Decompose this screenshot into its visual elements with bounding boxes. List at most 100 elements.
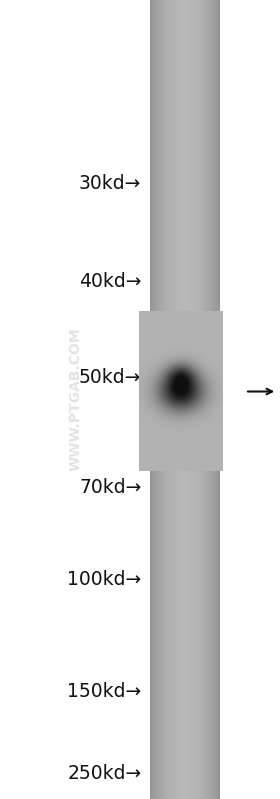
Bar [218,0,219,799]
Bar [166,0,167,799]
Bar [202,0,203,799]
Bar [193,0,194,799]
Bar [175,0,176,799]
Bar [188,0,189,799]
Bar [156,0,157,799]
Bar [207,0,208,799]
Bar [209,0,210,799]
Bar [192,0,193,799]
Bar [168,0,169,799]
Bar [201,0,202,799]
Bar [160,0,161,799]
Bar [203,0,204,799]
Bar [200,0,201,799]
Bar [194,0,195,799]
Bar [151,0,152,799]
Bar [178,0,179,799]
Bar [185,0,186,799]
Bar [190,0,191,799]
Bar [174,0,175,799]
Bar [182,0,183,799]
Bar [154,0,155,799]
Bar [212,0,213,799]
Bar [179,0,180,799]
Bar [162,0,163,799]
Bar [180,0,181,799]
Bar [183,0,184,799]
Bar [181,0,182,799]
Bar [175,0,176,799]
Bar [171,0,172,799]
Text: 70kd→: 70kd→ [79,478,141,497]
Bar [195,0,196,799]
Bar [190,0,191,799]
Bar [158,0,159,799]
Bar [203,0,204,799]
Bar [151,0,152,799]
Bar [173,0,174,799]
Bar [198,0,199,799]
Bar [213,0,214,799]
Bar [215,0,216,799]
Bar [164,0,165,799]
Bar [192,0,193,799]
Bar [190,0,191,799]
Bar [153,0,154,799]
Bar [189,0,190,799]
Bar [186,0,187,799]
Bar [159,0,160,799]
Bar [173,0,174,799]
Bar [163,0,164,799]
Bar [179,0,180,799]
Bar [196,0,197,799]
Bar [196,0,197,799]
Bar [158,0,159,799]
Bar [202,0,203,799]
Bar [170,0,171,799]
Bar [160,0,161,799]
Bar [150,0,151,799]
Bar [166,0,167,799]
Bar [156,0,157,799]
Bar [211,0,212,799]
Text: 250kd→: 250kd→ [67,764,141,783]
Bar [172,0,173,799]
Bar [154,0,155,799]
Text: 100kd→: 100kd→ [67,570,141,589]
Bar [167,0,168,799]
Bar [207,0,208,799]
Text: WWW.PTGAB.COM: WWW.PTGAB.COM [69,328,83,471]
Bar [194,0,195,799]
Bar [195,0,196,799]
Bar [213,0,214,799]
Bar [157,0,158,799]
Text: 150kd→: 150kd→ [67,682,141,701]
Text: 30kd→: 30kd→ [79,174,141,193]
Bar [200,0,201,799]
Bar [152,0,153,799]
Bar [188,0,189,799]
Bar [163,0,164,799]
Bar [161,0,162,799]
Bar [174,0,175,799]
Bar [198,0,199,799]
Bar [206,0,207,799]
Bar [208,0,209,799]
Bar [200,0,201,799]
Bar [161,0,162,799]
Bar [173,0,174,799]
Bar [177,0,178,799]
Bar [177,0,178,799]
Bar [176,0,177,799]
Bar [193,0,194,799]
Bar [209,0,210,799]
Bar [219,0,220,799]
Bar [208,0,209,799]
Bar [165,0,166,799]
Bar [169,0,170,799]
Bar [211,0,212,799]
Bar [167,0,168,799]
Bar [184,0,185,799]
Bar [169,0,170,799]
Bar [157,0,158,799]
